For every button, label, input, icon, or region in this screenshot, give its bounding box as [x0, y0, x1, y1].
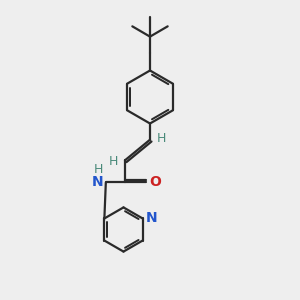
Text: N: N: [146, 212, 157, 226]
Text: N: N: [91, 176, 103, 189]
Text: H: H: [109, 155, 119, 168]
Text: H: H: [157, 132, 166, 145]
Text: H: H: [94, 163, 103, 176]
Text: O: O: [150, 176, 162, 189]
